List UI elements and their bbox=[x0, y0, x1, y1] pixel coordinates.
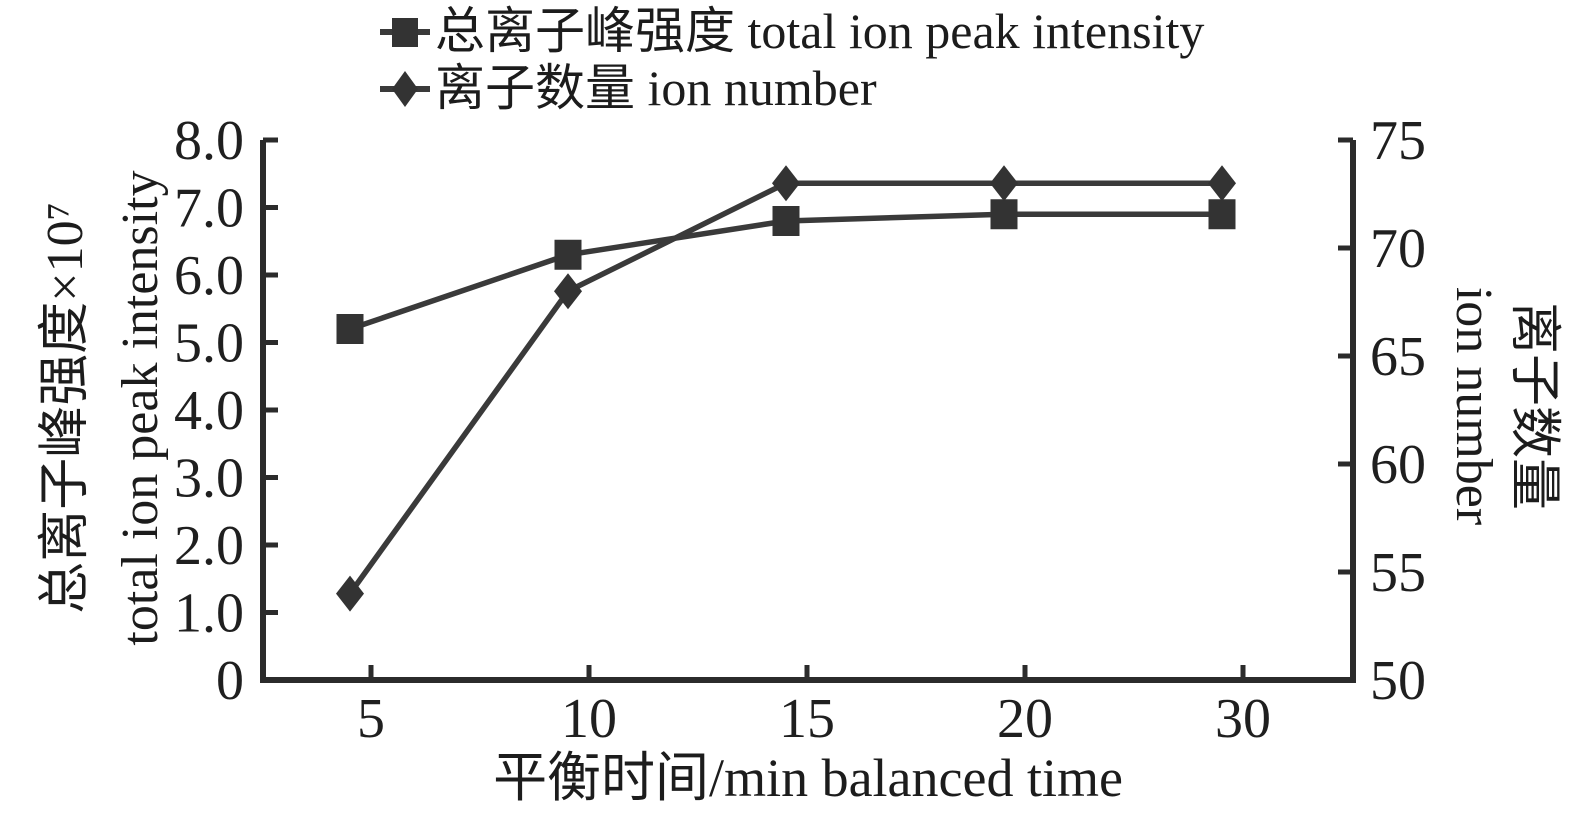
diamond-marker bbox=[554, 273, 582, 310]
left-axis-title: 总离子峰强度×10⁷ total ion peak intensity bbox=[28, 170, 178, 645]
square-marker bbox=[554, 239, 582, 270]
y-tick-label-right: 60 bbox=[1370, 434, 1426, 496]
y-tick-label-right: 70 bbox=[1370, 218, 1426, 280]
right-axis-title-zh: 离子数量 bbox=[1505, 301, 1562, 511]
y-tick-label-right: 55 bbox=[1370, 542, 1426, 604]
legend-item-number: 离子数量 ion number bbox=[380, 60, 1204, 117]
diamond-marker bbox=[772, 165, 800, 202]
diamond-marker bbox=[1208, 165, 1236, 202]
y-tick-label-right: 50 bbox=[1370, 650, 1426, 712]
square-marker bbox=[772, 206, 800, 236]
left-axis-title-zh: 总离子峰强度×10⁷ bbox=[37, 202, 94, 614]
square-marker bbox=[336, 314, 364, 344]
x-tick-label: 30 bbox=[1215, 688, 1271, 750]
y-tick-label-left: 7.0 bbox=[174, 178, 244, 240]
y-tick-label-left: 0 bbox=[216, 650, 244, 712]
y-tick-label-left: 8.0 bbox=[174, 110, 244, 172]
y-tick-label-left: 5.0 bbox=[174, 313, 244, 375]
square-marker bbox=[990, 199, 1018, 230]
right-axis-title-en: ion number bbox=[1445, 286, 1502, 526]
left-axis-title-en: total ion peak intensity bbox=[112, 170, 169, 646]
diamond-marker bbox=[990, 165, 1018, 202]
legend-label-number: 离子数量 ion number bbox=[435, 60, 877, 116]
y-tick-label-right: 65 bbox=[1370, 326, 1426, 388]
x-tick-label: 5 bbox=[357, 688, 385, 750]
series-line-diamond bbox=[347, 180, 1222, 596]
x-tick-label: 15 bbox=[779, 688, 835, 750]
diamond-marker-icon bbox=[380, 71, 430, 107]
y-tick-label-left: 6.0 bbox=[174, 245, 244, 307]
x-tick-label: 10 bbox=[561, 688, 617, 750]
legend-label-intensity: 总离子峰强度 total ion peak intensity bbox=[435, 3, 1205, 59]
square-marker-icon bbox=[380, 18, 430, 47]
y-tick-label-left: 3.0 bbox=[174, 448, 244, 510]
legend-item-intensity: 总离子峰强度 total ion peak intensity bbox=[380, 3, 1204, 60]
x-tick-label: 20 bbox=[997, 688, 1053, 750]
square-marker bbox=[1208, 199, 1236, 230]
y-tick-label-left: 1.0 bbox=[174, 583, 244, 645]
x-axis-title: 平衡时间/min balanced time bbox=[493, 748, 1123, 808]
y-tick-label-left: 4.0 bbox=[174, 380, 244, 442]
legend: 总离子峰强度 total ion peak intensity 离子数量 ion… bbox=[380, 3, 1204, 117]
y-tick-label-left: 2.0 bbox=[174, 515, 244, 577]
y-tick-label-right: 75 bbox=[1370, 110, 1426, 172]
diamond-marker bbox=[336, 575, 364, 612]
right-axis-title: 离子数量 ion number bbox=[1443, 287, 1563, 525]
